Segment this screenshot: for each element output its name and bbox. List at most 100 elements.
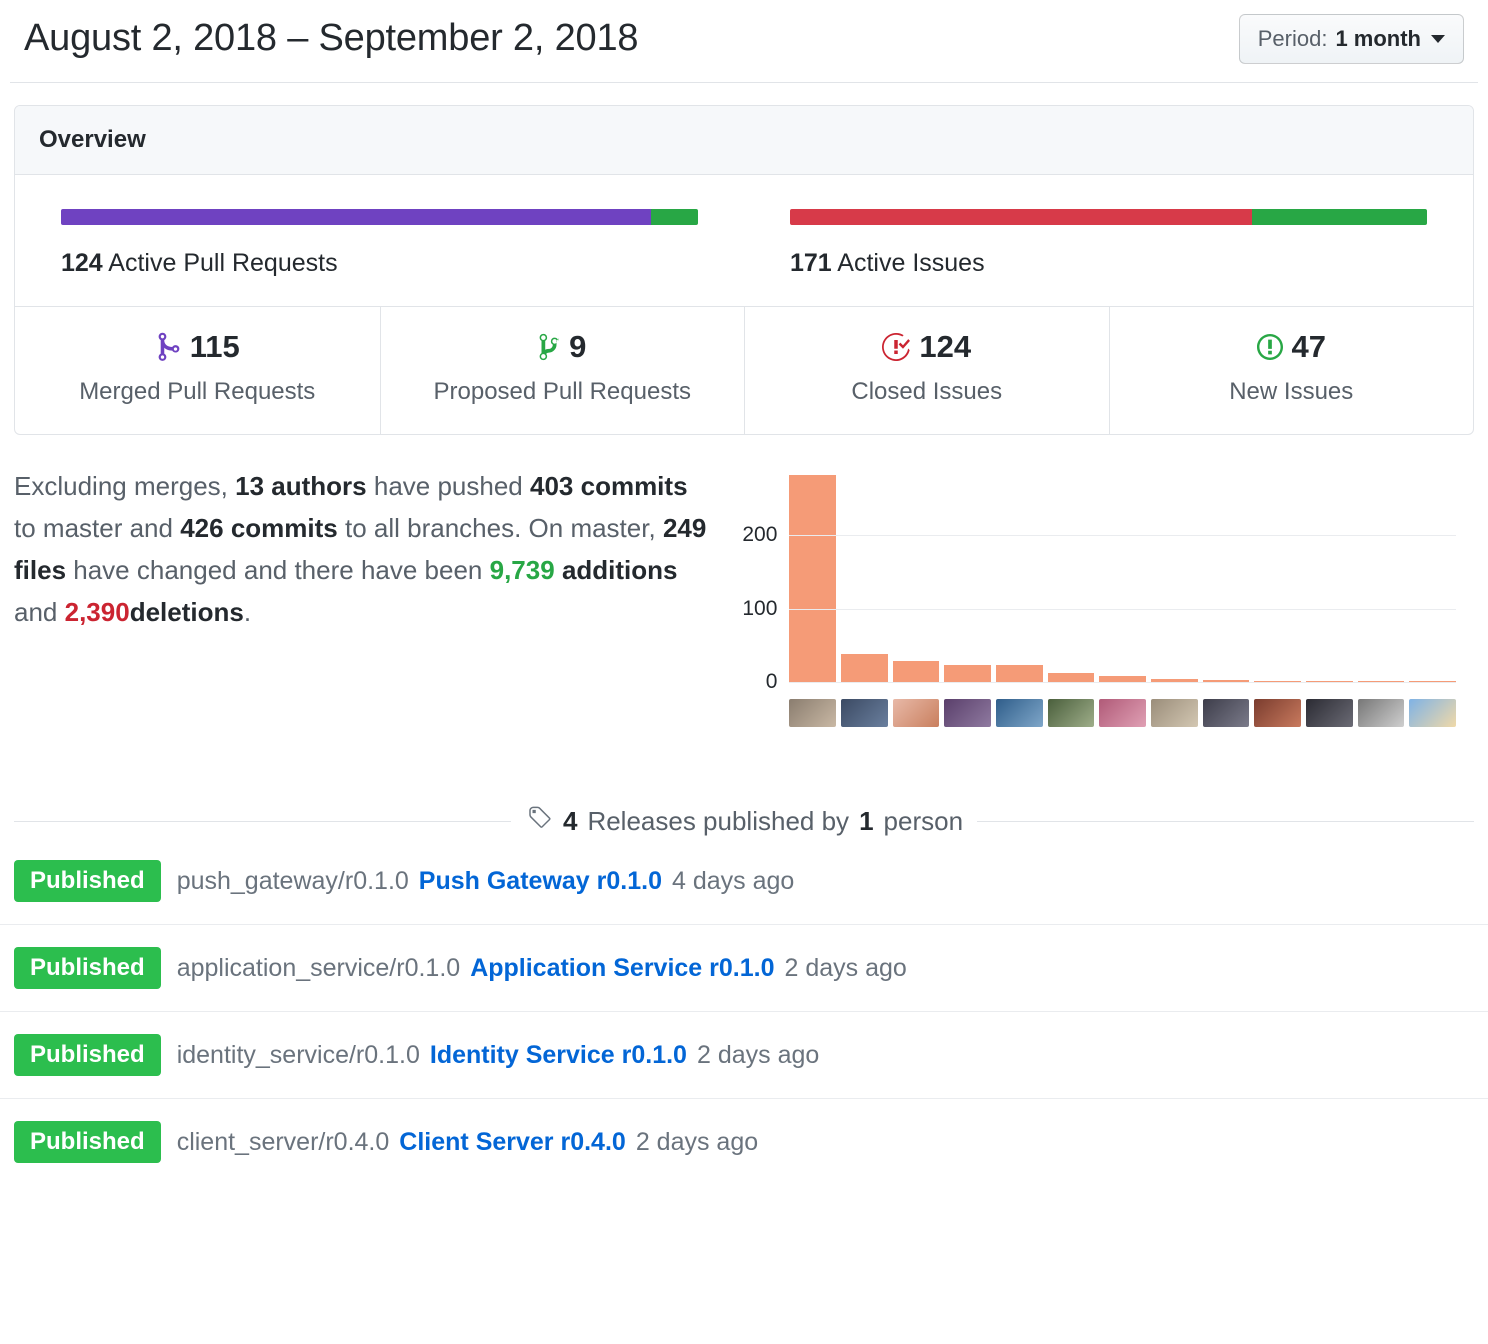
release-row: Published application_service/r0.1.0 Appli… [0, 925, 1488, 1012]
commits-summary-text: Excluding merges, 13 authors have pushed… [14, 465, 729, 633]
stat-merged-pull-requests[interactable]: 115 Merged Pull Requests [15, 307, 380, 434]
author-avatar[interactable] [841, 699, 888, 727]
chart-bar[interactable] [1202, 680, 1250, 683]
stat-merged-value-row: 115 [25, 331, 370, 362]
releases-count: 4 [562, 806, 578, 836]
chart-author-avatars [789, 699, 1456, 727]
release-tag[interactable]: push_gateway/r0.1.0 [176, 866, 409, 895]
chart-bar[interactable] [944, 664, 992, 683]
active-issues-label: Active Issues [837, 249, 985, 277]
releases-heading: 4 Releases published by 1 person [525, 805, 963, 838]
period-dropdown-button[interactable]: Period: 1 month [1238, 14, 1464, 64]
author-avatar[interactable] [1047, 699, 1095, 727]
author-avatar[interactable] [892, 699, 940, 727]
stat-proposed-pull-requests[interactable]: 9 Proposed Pull Requests [379, 307, 745, 434]
commits-additions-word: additions [561, 555, 678, 586]
chart-bar[interactable] [892, 660, 940, 683]
author-avatar[interactable] [1150, 699, 1198, 727]
chart-bar[interactable] [1099, 676, 1146, 683]
status-badge: Published [14, 947, 161, 989]
overview-card: Overview 124 Active Pull Requests 1 [14, 105, 1474, 435]
release-name-link[interactable]: Client Server r0.4.0 [399, 1127, 626, 1156]
author-avatar[interactable] [1202, 699, 1250, 727]
chart-gridline: 100 [742, 597, 1456, 620]
stat-merged-label: Merged Pull Requests [79, 378, 316, 405]
release-name-link[interactable]: Identity Service r0.1.0 [429, 1040, 687, 1069]
stat-closed-value: 124 [919, 329, 972, 364]
issue-closed-icon [882, 332, 911, 362]
release-timestamp: 2 days ago [784, 953, 907, 982]
active-pull-requests-label: Active Pull Requests [108, 249, 338, 277]
chart-bars [789, 475, 1456, 683]
release-tag[interactable]: application_service/r0.1.0 [176, 953, 461, 982]
chart-bar[interactable] [841, 654, 888, 683]
release-name-link[interactable]: Application Service r0.1.0 [470, 953, 775, 982]
chart-y-tick-label: 100 [742, 596, 778, 620]
stat-new-value-row: 47 [1120, 331, 1464, 362]
chart-bar[interactable] [996, 665, 1043, 683]
author-avatar[interactable] [789, 699, 837, 727]
release-tag[interactable]: identity_service/r0.1.0 [176, 1040, 420, 1069]
commits-lead: Excluding merges, [14, 471, 228, 501]
commits-per-author-chart: 0 100 200 [729, 465, 1474, 745]
active-issues-block: 171 Active Issues [744, 209, 1473, 278]
commits-all-count: 426 commits [180, 513, 338, 544]
stat-new-value: 47 [1291, 329, 1326, 364]
chart-gridline: 200 [742, 523, 1456, 546]
commits-deletions-count: 2,390 [64, 597, 130, 628]
chart-y-tick-label: 0 [765, 670, 778, 693]
git-branch-icon [538, 332, 560, 362]
commits-deletions-word: deletions [129, 597, 244, 628]
release-tag[interactable]: client_server/r0.4.0 [176, 1127, 390, 1156]
release-timestamp: 4 days ago [671, 866, 795, 895]
releases-person-count: 1 [859, 806, 874, 836]
stat-new-issues[interactable]: 47 New Issues [1108, 307, 1474, 434]
commits-to-all-branches: to all branches. On master, [344, 513, 656, 544]
stat-proposed-value-row: 9 [391, 331, 735, 362]
chart-bar[interactable] [789, 475, 837, 683]
stat-new-label: New Issues [1229, 378, 1354, 405]
stat-closed-issues[interactable]: 124 Closed Issues [744, 307, 1109, 434]
issue-opened-icon [1256, 332, 1283, 362]
author-avatar[interactable] [1409, 699, 1456, 727]
release-row: Published client_server/r0.4.0 Client Serv… [0, 1099, 1488, 1185]
commits-to-master-and: to master and [14, 513, 173, 544]
author-avatar[interactable] [944, 699, 992, 727]
status-badge: Published [14, 860, 161, 902]
active-pull-requests-caption: 124 Active Pull Requests [61, 249, 698, 278]
stat-proposed-value: 9 [569, 329, 587, 364]
release-details: application_service/r0.1.0 Application Se… [177, 954, 907, 983]
stat-merged-value: 115 [189, 329, 240, 364]
overview-bars: 124 Active Pull Requests 171 Active Issu… [15, 175, 1473, 306]
author-avatar[interactable] [1357, 699, 1405, 727]
chart-bar[interactable] [1150, 679, 1198, 683]
overview-card-title: Overview [15, 106, 1473, 175]
pull-requests-split-bar [61, 209, 698, 225]
release-row: Published push_gateway/r0.1.0 Push Gateway… [0, 838, 1488, 925]
commits-pushed: have pushed [373, 471, 523, 501]
releases-list: Published push_gateway/r0.1.0 Push Gateway… [0, 838, 1488, 1185]
author-avatar[interactable] [1254, 699, 1301, 727]
commits-additions-count: 9,739 [489, 555, 555, 586]
chart-gridline: 0 [766, 670, 1456, 693]
commits-and: and [14, 597, 58, 628]
overview-stats-row: 115 Merged Pull Requests 9 Proposed Pull… [15, 306, 1473, 434]
status-badge: Published [14, 1034, 161, 1076]
git-merge-icon [155, 332, 181, 362]
release-timestamp: 2 days ago [635, 1127, 759, 1156]
commits-files-changed: 249 files [14, 513, 707, 586]
author-avatar[interactable] [1099, 699, 1146, 727]
author-avatar[interactable] [996, 699, 1043, 727]
commits-changed-text: have changed and there have been [73, 555, 483, 586]
releases-divider: 4 Releases published by 1 person [14, 805, 1474, 838]
release-details: identity_service/r0.1.0 Identity Service … [177, 1041, 820, 1070]
release-details: push_gateway/r0.1.0 Push Gateway r0.1.0 4 … [177, 867, 795, 896]
active-pull-requests-count: 124 [61, 249, 103, 277]
commits-section: Excluding merges, 13 authors have pushed… [14, 465, 1474, 745]
chart-bar[interactable] [1047, 673, 1095, 683]
divider-rule-left [14, 821, 511, 822]
author-avatar[interactable] [1305, 699, 1353, 727]
release-name-link[interactable]: Push Gateway r0.1.0 [418, 866, 662, 895]
issues-new-segment [1251, 209, 1427, 225]
